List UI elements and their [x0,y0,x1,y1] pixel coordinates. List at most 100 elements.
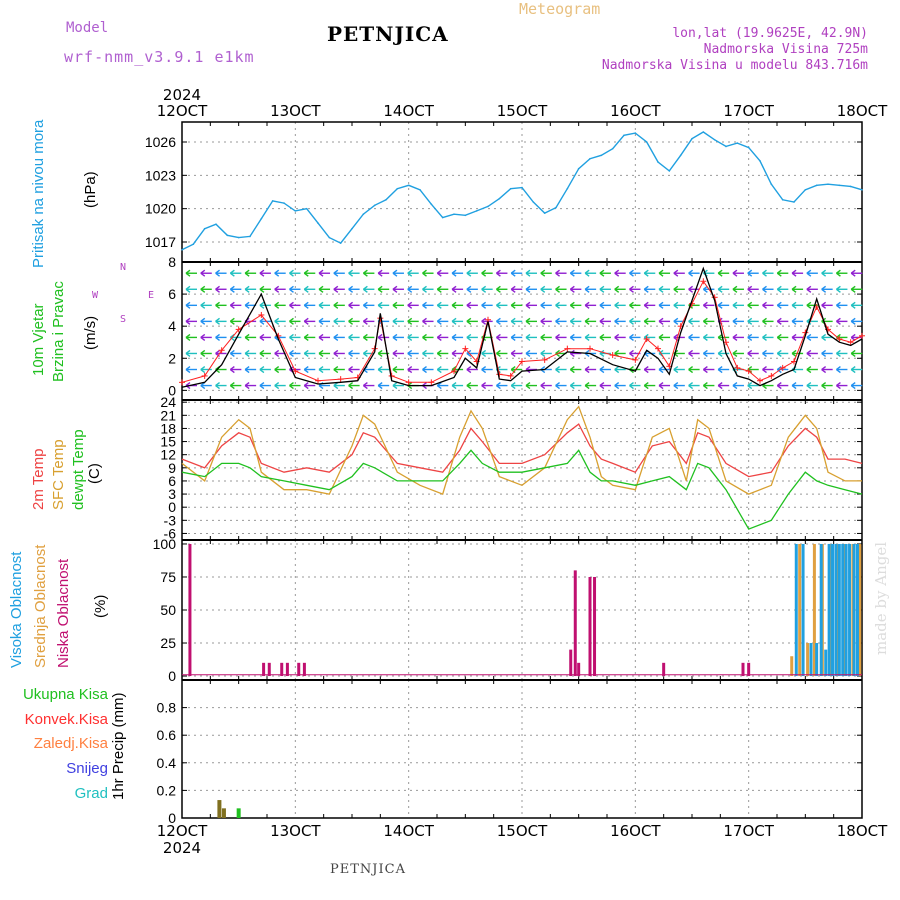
wind-arrow-head [762,333,767,338]
wind-arrow-head [821,285,827,290]
wind-arrow-head [215,352,220,358]
wind-arrow-head [643,269,649,274]
wind-arrow-head [200,336,206,341]
wind-arrow-head [185,272,191,277]
wind-arrow-head [348,269,354,274]
wind-arrow-head [289,288,294,293]
wind-units: (m/s) [82,315,99,350]
pressure-point [815,184,818,187]
wind-arrow-head [407,320,413,325]
wind-arrow-head [673,317,679,322]
wind-arrow-head [185,333,191,338]
wind-arrow-head [229,272,235,277]
precip-legend-label: Ukupna Kisa [22,686,108,703]
wind-arrow-head [407,272,413,277]
wind-arrow-head [791,349,797,355]
wind-arrow-head [717,301,723,306]
wind-arrow-head [836,352,841,358]
wind-arrow-head [599,317,605,322]
wind-arrow-head [525,333,531,338]
wind-arrow-head [333,384,339,390]
wind-arrow-head [496,352,501,358]
wind-arrow-head [422,288,427,293]
wind-arrow-head [555,304,560,309]
wind-arrow-head [850,285,856,290]
wind-arrow-head [688,336,694,341]
wind-arrow-head [555,365,560,371]
cloud-bar [824,649,828,677]
wind-arrow-head [702,349,708,355]
wind-arrow-head [451,304,457,309]
wind-arrow-head [555,368,560,374]
pressure-point [577,167,580,170]
wind-arrow-head [274,317,280,322]
wind-arrow-head [466,301,472,306]
x-tick-label-bottom: 14OCT [383,822,434,840]
wind-arrow-head [229,301,235,306]
wind-arrow-head [466,365,472,371]
pressure-point [385,198,387,201]
wind-arrow-head [629,352,634,358]
wind-arrow-head [850,368,856,374]
wind-arrow-head [584,384,590,390]
wind-arrow-head [466,269,472,274]
wind-arrow-head [466,304,472,309]
year-label-bottom: 2024 [163,839,201,857]
wind-arrow-head [762,320,767,325]
wind-arrow-head [658,384,664,390]
wind-arrow-head [200,304,206,309]
wind-arrow-head [215,381,220,387]
pressure-point [453,213,455,216]
wind-arrow-head [392,336,398,341]
cloud-bar [280,662,284,677]
cloud-bar [858,543,862,677]
wind-arrow-head [658,285,664,290]
temp-series-line [181,449,863,530]
wind-arrow-head [392,285,398,290]
pressure-point [589,157,591,160]
wind-arrow-head [584,317,590,322]
wind-arrow-head [658,320,664,325]
wind-arrow-head [289,384,294,390]
wind-arrow-head [436,336,442,341]
wind-arrow-head [362,285,368,290]
x-tick-label-top: 17OCT [723,102,774,120]
wind-arrow-head [584,285,590,290]
temp-dewpt-label: dewpt Temp [70,429,87,510]
wind-arrow-head [466,317,472,322]
cloud-bar [798,543,802,677]
wind-arrow-head [215,320,220,325]
wind-arrow-head [496,349,501,355]
wind-arrow-head [747,333,753,338]
wind-arrow-head [259,336,265,341]
wind-arrow-head [569,301,575,306]
wind-arrow-head [215,301,220,306]
wind-arrow-head [407,288,413,293]
model-elevation: Nadmorska Visina u modelu 843.716m [601,58,868,73]
wind-arrow-head [289,336,294,341]
y-tick-label: 0.4 [157,755,177,771]
y-tick-label: 0.2 [157,782,177,798]
wind-arrow-head [185,317,191,322]
wind-arrow-head [407,301,413,306]
pressure-point [215,223,217,226]
wind-arrow-head [732,301,738,306]
wind-arrow-head [525,269,531,274]
wind-arrow-head [215,349,220,355]
x-tick-label-top: 14OCT [383,102,434,120]
wind-arrow-head [377,365,383,371]
wind-arrow-head [791,381,797,387]
wind-arrow-head [673,368,679,374]
wind-arrow-head [185,269,191,274]
wind-arrow-head [599,320,605,325]
pressure-point [838,184,841,187]
wind-arrow-head [836,288,841,293]
wind-arrow-head [776,288,782,293]
wind-arrow-head [555,301,560,306]
wind-arrow-head [673,285,679,290]
cloud-bar [834,543,838,677]
cloud-bar [741,662,745,677]
wind-arrow-head [362,301,368,306]
wind-arrow-head [791,317,797,322]
wind-arrow-head [776,365,782,371]
